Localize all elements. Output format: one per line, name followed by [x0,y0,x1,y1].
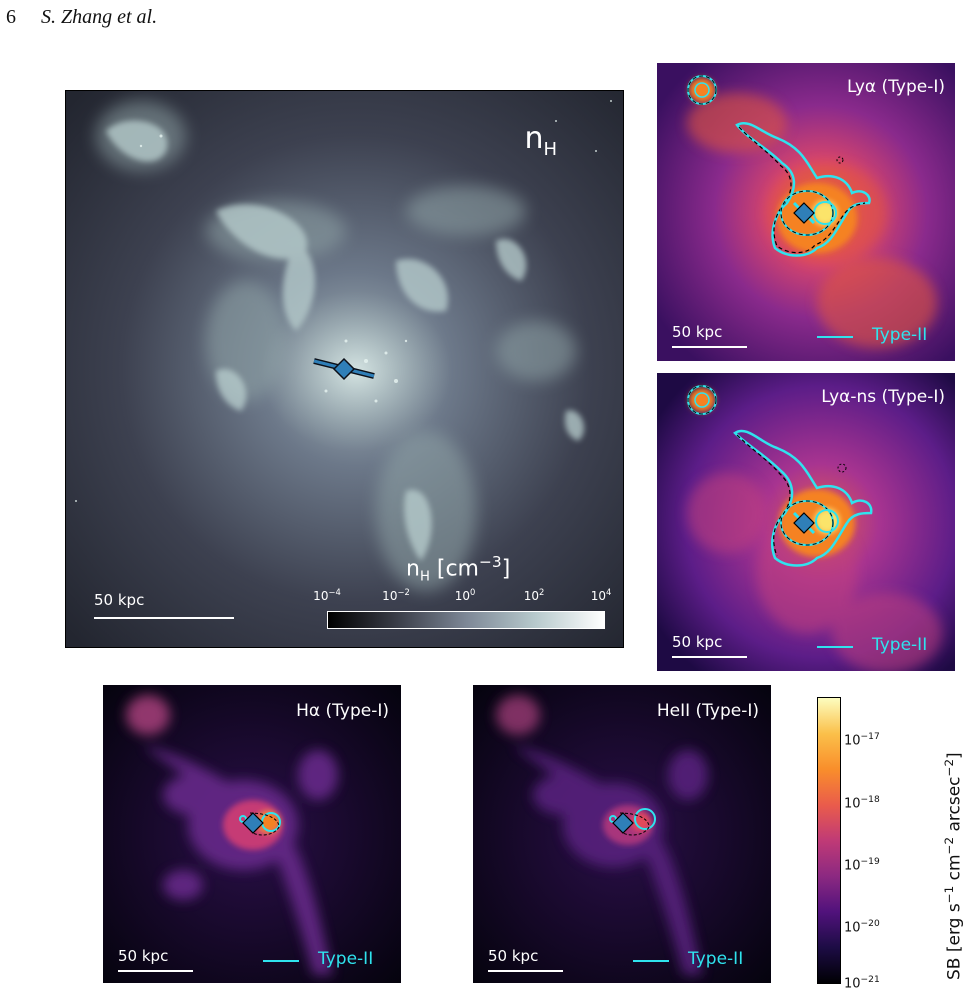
scale-bar [488,970,563,972]
heii-label: HeII (Type-I) [656,701,759,721]
density-map [66,91,623,647]
density-tick: 10−4 [313,587,341,603]
lyans-label: Lyα-ns (Type-I) [821,387,945,407]
scale-bar [94,617,234,619]
sb-tick: 10−21 [844,975,880,992]
legend-line [633,960,669,962]
author-line: S. Zhang et al. [41,6,158,28]
scale-bar [118,970,193,972]
legend-line [263,960,299,962]
lya-map [657,63,955,361]
ha-map [103,685,401,983]
density-tick: 100 [454,587,476,603]
page-number: 6 [6,6,16,28]
scale-bar-label: 50 kpc [672,633,723,651]
galaxy-marker-icon [242,812,264,834]
legend-label: Type-II [318,949,374,969]
sb-tick: 10−19 [844,857,880,874]
galaxy-marker-icon [332,357,356,381]
ha-label: Hα (Type-I) [296,701,389,721]
scale-bar-label: 50 kpc [672,323,723,341]
density-tick: 104 [590,587,612,603]
scale-bar-label: 50 kpc [94,591,145,609]
legend-line [817,646,853,648]
scale-bar [672,656,747,658]
density-label: nH [524,121,557,160]
sb-tick: 10−18 [844,795,880,812]
type2-contour [735,122,871,257]
heii-panel: HeII (Type-I) 50 kpc Type-II [473,685,771,983]
lyans-map [657,373,955,671]
scale-bar-label: 50 kpc [118,947,169,965]
scale-bar [672,346,747,348]
legend-label: Type-II [872,635,928,655]
page-header: 6 S. Zhang et al. [6,6,157,29]
ha-panel: Hα (Type-I) 50 kpc Type-II [103,685,401,983]
galaxy-marker-icon [793,512,815,534]
legend-line [817,336,853,338]
sb-tick: 10−17 [844,732,880,749]
sb-tick: 10−20 [844,919,880,936]
density-panel: nH 50 kpc nH [cm−3] 10−4 10−2 100 102 10… [65,90,624,648]
lyans-panel: Lyα-ns (Type-I) 50 kpc Type-II [657,373,955,671]
density-tick: 10−2 [382,587,410,603]
galaxy-marker-icon [612,812,634,834]
lya-label: Lyα (Type-I) [846,77,945,97]
sb-colorbar [817,697,841,984]
density-colorbar-title: nH [cm−3] [406,553,511,585]
type1-contour [738,126,866,254]
heii-map [473,685,771,983]
scale-bar-label: 50 kpc [488,947,539,965]
density-colorbar [327,611,605,629]
legend-label: Type-II [688,949,744,969]
galaxy-marker-icon [793,202,815,224]
density-tick: 102 [523,587,545,603]
sb-colorbar-label: SB [erg s−1 cm−2 arcsec−2] [942,752,963,980]
lya-panel: Lyα (Type-I) 50 kpc Type-II [657,63,955,361]
legend-label: Type-II [872,325,928,345]
